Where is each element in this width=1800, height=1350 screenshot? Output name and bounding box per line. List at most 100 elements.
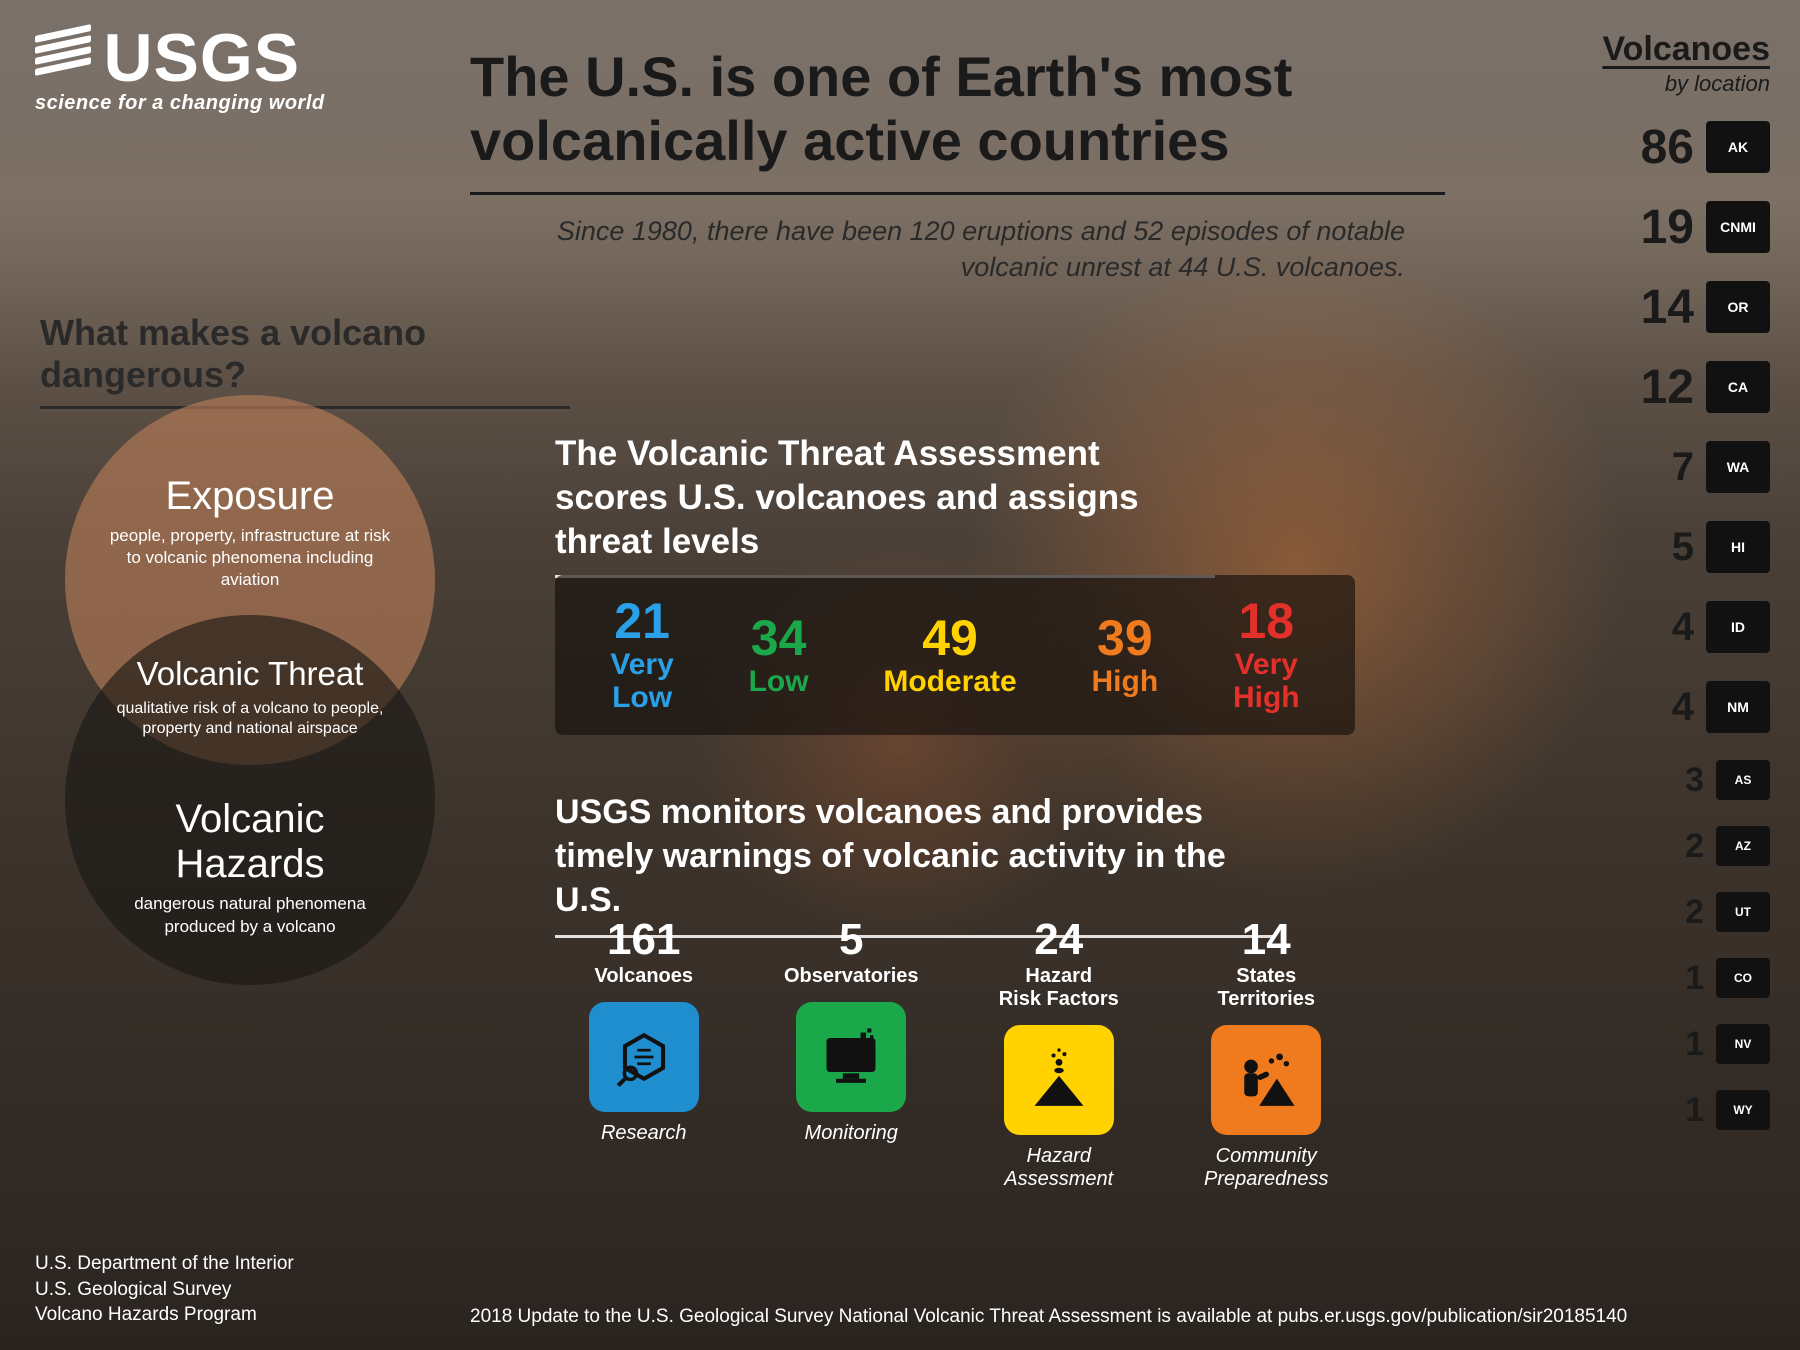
threat-level-low: 34 Low — [749, 613, 809, 698]
locations-panel: Volcanoes by location 86 AK19 CNMI14 OR1… — [1590, 30, 1770, 1147]
locations-subtitle: by location — [1590, 71, 1770, 97]
threat-level-moderate: 49 Moderate — [883, 613, 1016, 698]
state-code: NV — [1735, 1037, 1752, 1051]
state-shape-icon: AS — [1716, 760, 1770, 800]
stat-number: 14 — [1166, 915, 1366, 965]
venn-diagram: Exposure people, property, infrastructur… — [30, 395, 470, 955]
threat-level-count: 18 — [1233, 596, 1300, 646]
state-code: NM — [1727, 699, 1749, 715]
footer-line: Volcano Hazards Program — [35, 1302, 294, 1328]
usgs-wordmark: USGS — [103, 30, 300, 88]
location-row-id: 4 ID — [1590, 591, 1770, 663]
state-code: CO — [1734, 971, 1752, 985]
usgs-tagline: science for a changing world — [35, 92, 325, 115]
location-row-wy: 1 WY — [1590, 1081, 1770, 1139]
stat-label: HazardRisk Factors — [959, 965, 1159, 1011]
stat-number: 24 — [959, 915, 1159, 965]
threat-level-label: VeryLow — [610, 648, 673, 714]
threat-level-very-low: 21 VeryLow — [610, 596, 673, 714]
location-count: 1 — [1644, 959, 1704, 998]
threat-level-very-high: 18 VeryHigh — [1233, 596, 1300, 714]
state-shape-icon: AK — [1706, 121, 1770, 173]
state-code: AK — [1728, 139, 1748, 155]
venn-exposure-desc: people, property, infrastructure at risk… — [103, 525, 397, 591]
monitoring-stat-monitoring: 5 Observatories Monitoring — [751, 915, 951, 1191]
usgs-waves-icon — [35, 30, 91, 86]
state-code: HI — [1731, 539, 1745, 555]
threat-level-label: High — [1092, 665, 1159, 698]
threat-heading: The Volcanic Threat Assessment scores U.… — [555, 432, 1215, 578]
location-count: 12 — [1634, 360, 1694, 415]
location-row-cnmi: 19 CNMI — [1590, 191, 1770, 263]
stat-caption: HazardAssessment — [959, 1145, 1159, 1191]
state-code: OR — [1728, 299, 1749, 315]
stat-caption: CommunityPreparedness — [1166, 1145, 1366, 1191]
state-shape-icon: HI — [1706, 521, 1770, 573]
threat-level-label: VeryHigh — [1233, 648, 1300, 714]
location-row-nv: 1 NV — [1590, 1015, 1770, 1073]
location-row-ak: 86 AK — [1590, 111, 1770, 183]
footer-citation: 2018 Update to the U.S. Geological Surve… — [470, 1306, 1760, 1328]
location-row-or: 14 OR — [1590, 271, 1770, 343]
stat-label: StatesTerritories — [1166, 965, 1366, 1011]
location-count: 7 — [1634, 445, 1694, 490]
location-count: 3 — [1644, 761, 1704, 800]
hazard-icon — [1004, 1025, 1114, 1135]
monitoring-stat-community-preparedness: 14 StatesTerritories CommunityPreparedne… — [1166, 915, 1366, 1191]
state-shape-icon: CO — [1716, 958, 1770, 998]
location-count: 5 — [1634, 525, 1694, 570]
threat-level-count: 34 — [749, 613, 809, 663]
state-shape-icon: NV — [1716, 1024, 1770, 1064]
stat-caption: Monitoring — [751, 1122, 951, 1145]
venn-hazards-desc: dangerous natural phenomena produced by … — [103, 893, 397, 937]
threat-level-count: 49 — [883, 613, 1016, 663]
footer-line: U.S. Department of the Interior — [35, 1251, 294, 1277]
threat-level-label: Moderate — [883, 665, 1016, 698]
state-code: WY — [1733, 1103, 1752, 1117]
state-code: AS — [1735, 773, 1752, 787]
stat-caption: Research — [544, 1122, 744, 1145]
stat-number: 5 — [751, 915, 951, 965]
state-shape-icon: WY — [1716, 1090, 1770, 1130]
location-row-ca: 12 CA — [1590, 351, 1770, 423]
location-row-co: 1 CO — [1590, 949, 1770, 1007]
monitoring-stat-research: 161 Volcanoes Research — [544, 915, 744, 1191]
threat-level-label: Low — [749, 665, 809, 698]
usgs-logo: USGS science for a changing world — [35, 30, 325, 115]
state-shape-icon: UT — [1716, 892, 1770, 932]
footer-line: U.S. Geological Survey — [35, 1277, 294, 1303]
state-shape-icon: CNMI — [1706, 201, 1770, 253]
threat-level-count: 39 — [1092, 613, 1159, 663]
state-code: AZ — [1735, 839, 1751, 853]
locations-list: 86 AK19 CNMI14 OR12 CA7 WA5 HI4 ID4 NM3 … — [1590, 111, 1770, 1139]
location-row-wa: 7 WA — [1590, 431, 1770, 503]
location-count: 1 — [1644, 1091, 1704, 1130]
location-row-hi: 5 HI — [1590, 511, 1770, 583]
location-count: 19 — [1634, 200, 1694, 255]
state-shape-icon: NM — [1706, 681, 1770, 733]
venn-overlap: Volcanic Threat qualitative risk of a vo… — [90, 655, 410, 739]
monitor-icon — [796, 1002, 906, 1112]
venn-hazards-title: Volcanic Hazards — [103, 797, 397, 887]
community-icon — [1211, 1025, 1321, 1135]
stat-label: Volcanoes — [544, 965, 744, 988]
monitoring-stat-hazard-assessment: 24 HazardRisk Factors HazardAssessment — [959, 915, 1159, 1191]
location-count: 2 — [1644, 893, 1704, 932]
location-row-ut: 2 UT — [1590, 883, 1770, 941]
location-row-as: 3 AS — [1590, 751, 1770, 809]
state-shape-icon: AZ — [1716, 826, 1770, 866]
location-count: 4 — [1634, 605, 1694, 650]
threat-levels-bar: 21 VeryLow 34 Low 49 Moderate 39 High 18 Ver… — [555, 575, 1355, 735]
stat-number: 161 — [544, 915, 744, 965]
headline-block: The U.S. is one of Earth's most volcanic… — [470, 45, 1445, 286]
state-shape-icon: WA — [1706, 441, 1770, 493]
state-code: CNMI — [1720, 219, 1756, 235]
location-count: 2 — [1644, 827, 1704, 866]
state-code: ID — [1731, 619, 1745, 635]
location-count: 4 — [1634, 685, 1694, 730]
state-code: WA — [1727, 459, 1750, 475]
footer-org-lines: U.S. Department of the InteriorU.S. Geol… — [35, 1251, 294, 1328]
location-count: 14 — [1634, 280, 1694, 335]
location-row-az: 2 AZ — [1590, 817, 1770, 875]
location-row-nm: 4 NM — [1590, 671, 1770, 743]
